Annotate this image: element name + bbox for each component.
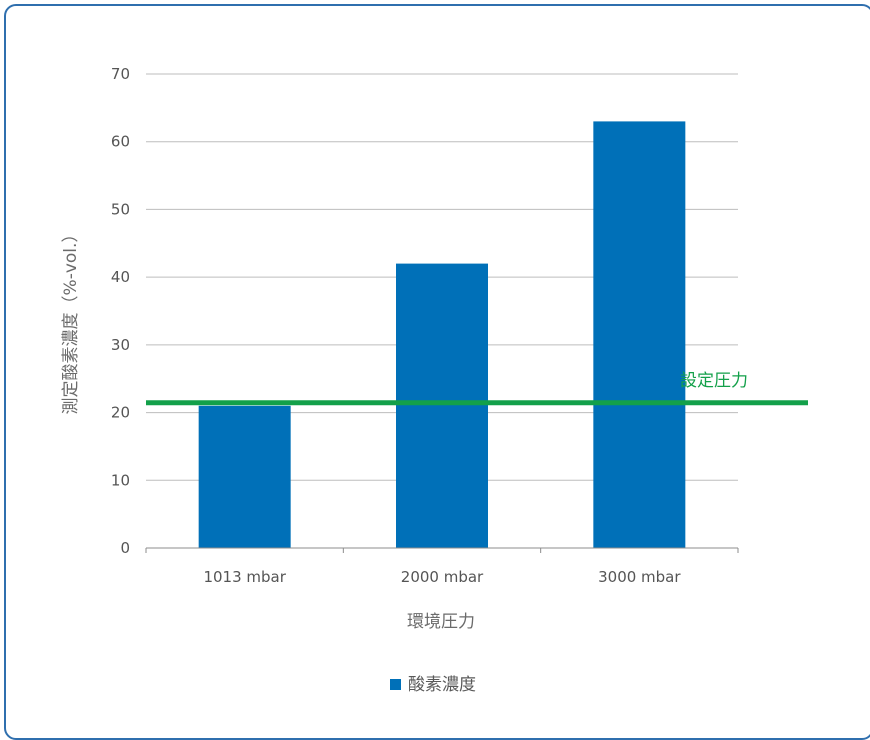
y-axis-ticks: 0 10 20 30 40 50 60 70 (111, 65, 130, 557)
y-tick-label: 60 (111, 133, 130, 151)
y-tick-label: 30 (111, 336, 130, 354)
x-axis: 1013 mbar 2000 mbar 3000 mbar (145, 547, 739, 586)
y-tick-label: 20 (111, 404, 130, 422)
reference-line-group: 設定圧力 (146, 371, 808, 406)
x-axis-title: 環境圧力 (407, 612, 475, 632)
reference-line-label: 設定圧力 (680, 371, 748, 391)
y-tick-label: 0 (120, 539, 130, 557)
bar (593, 121, 686, 549)
y-tick-label: 70 (111, 65, 130, 83)
bar (396, 263, 488, 548)
legend-label: 酸素濃度 (408, 675, 476, 695)
x-tick-label: 3000 mbar (598, 568, 681, 586)
y-tick-label: 50 (111, 200, 130, 218)
bar (198, 405, 291, 548)
legend-swatch (390, 679, 401, 690)
y-tick-label: 40 (111, 268, 130, 286)
x-tick-label: 2000 mbar (401, 568, 484, 586)
x-tick-label: 1013 mbar (203, 568, 286, 586)
y-axis-title: 測定酸素濃度（%-vol.） (61, 226, 81, 415)
y-tick-label: 10 (111, 471, 130, 489)
bars (198, 121, 686, 549)
